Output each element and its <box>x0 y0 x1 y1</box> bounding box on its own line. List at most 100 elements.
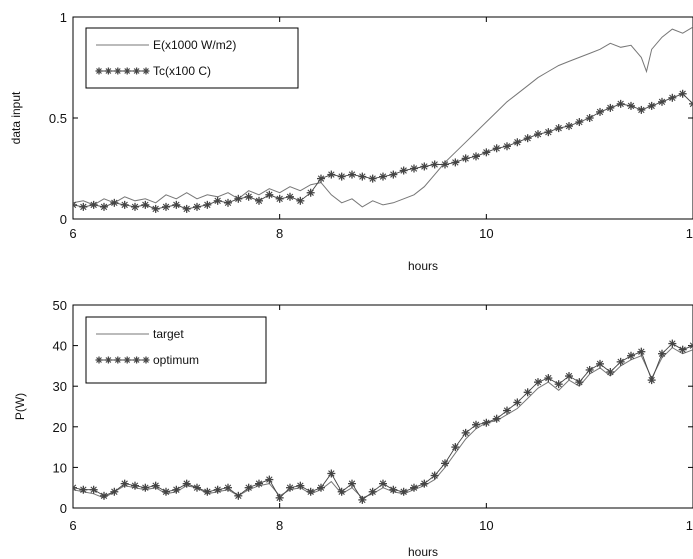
series-1-point <box>668 339 677 348</box>
series-1-point <box>389 485 398 494</box>
legend-label-0: target <box>153 327 184 341</box>
x-tick-label: 12 <box>686 226 693 241</box>
series-1-point <box>296 481 305 490</box>
series-1-point <box>430 160 439 169</box>
series-1-point <box>513 138 522 147</box>
series-1-point <box>306 487 315 496</box>
series-1-point <box>162 202 170 211</box>
series-1-point <box>265 475 274 484</box>
x-tick-label: 12 <box>686 518 693 533</box>
x-tick-label: 8 <box>276 518 283 533</box>
series-1-point <box>606 103 615 112</box>
series-1-point <box>389 170 398 179</box>
series-1-point <box>616 99 625 108</box>
series-1-point <box>89 485 98 494</box>
series-1-point <box>637 105 646 114</box>
y-axis-label: data input <box>9 91 23 144</box>
series-1-point <box>234 194 243 203</box>
legend-swatch-marker <box>142 67 150 75</box>
series-1-point <box>420 162 429 171</box>
series-1-point <box>255 196 263 205</box>
series-1-point <box>100 202 108 211</box>
series-1-point <box>286 192 294 201</box>
legend-swatch-marker <box>104 67 112 75</box>
series-1-point <box>379 479 387 488</box>
y-axis-label: P(W) <box>13 393 27 420</box>
series-1-point <box>503 406 511 415</box>
series-1-point <box>451 443 460 452</box>
series-1-point <box>410 483 418 492</box>
series-1-point <box>110 198 119 207</box>
series-1-point <box>534 130 542 139</box>
series-1-point <box>492 414 501 423</box>
series-1-point <box>141 483 150 492</box>
series-1-point <box>627 351 635 360</box>
series-1-point <box>275 194 284 203</box>
series-1-point <box>430 471 439 480</box>
legend-swatch-marker <box>123 356 131 364</box>
series-1-point <box>544 374 553 383</box>
series-1-point <box>337 487 346 496</box>
series-1-point <box>296 196 305 205</box>
series-1-point <box>120 200 129 209</box>
legend-box <box>85 27 299 89</box>
series-1-point <box>224 483 232 492</box>
series-1-point <box>348 170 356 179</box>
legend: target optimum <box>85 316 267 384</box>
series-1-point <box>306 188 315 197</box>
legend-swatch-marker <box>142 356 150 364</box>
series-1-point <box>596 359 604 368</box>
series-1-point <box>472 420 480 429</box>
series-1-point <box>327 469 336 478</box>
series-1-point <box>575 378 584 387</box>
series-1-point <box>172 485 181 494</box>
series-1-point <box>73 483 77 492</box>
series-line-0 <box>73 26 693 208</box>
series-1-point <box>337 172 346 181</box>
x-tick-label: 10 <box>479 518 493 533</box>
series-1-point <box>368 174 377 183</box>
series-1-point <box>441 459 449 468</box>
series-1-point <box>544 128 553 137</box>
series-1-point <box>420 479 429 488</box>
x-tick-label: 8 <box>276 226 283 241</box>
series-1-point <box>647 101 656 110</box>
series-1-point <box>637 347 646 356</box>
series-1-point <box>565 122 573 131</box>
series-1-point <box>441 160 449 169</box>
series-1-point <box>234 491 243 500</box>
series-1-point <box>596 107 604 116</box>
series-1-point <box>193 483 201 492</box>
series-1-point <box>585 365 594 374</box>
series-1-point <box>255 479 263 488</box>
series-1-point <box>131 481 139 490</box>
series-1-point <box>668 93 677 102</box>
series-1-point <box>523 388 532 397</box>
series-1-point <box>162 487 170 496</box>
series-1-point <box>73 200 77 209</box>
x-axis-label: hours <box>408 259 438 273</box>
series-1-point <box>658 349 666 358</box>
y-tick-label: 0.5 <box>49 111 67 126</box>
legend-swatch-marker <box>95 67 103 75</box>
series-1-point <box>120 479 129 488</box>
legend-swatch-marker <box>114 67 122 75</box>
series-1-point <box>482 148 491 157</box>
series-1-point <box>358 495 367 504</box>
x-axis-label: hours <box>408 545 438 559</box>
series-1-point <box>534 378 542 387</box>
series-1-point <box>141 200 150 209</box>
series-1-point <box>523 134 532 143</box>
series-1-point <box>627 101 635 110</box>
series-1-point <box>100 491 108 500</box>
series-1-point <box>213 196 222 205</box>
series-1-point <box>79 202 88 211</box>
legend-swatch-marker <box>114 356 122 364</box>
series-1-point <box>265 190 274 199</box>
legend: E(x1000 W/m2) Tc(x100 C) <box>85 27 299 89</box>
series-1-point <box>286 483 294 492</box>
series-1-point <box>131 202 139 211</box>
series-1-point <box>368 487 377 496</box>
y-tick-label: 30 <box>53 379 67 394</box>
